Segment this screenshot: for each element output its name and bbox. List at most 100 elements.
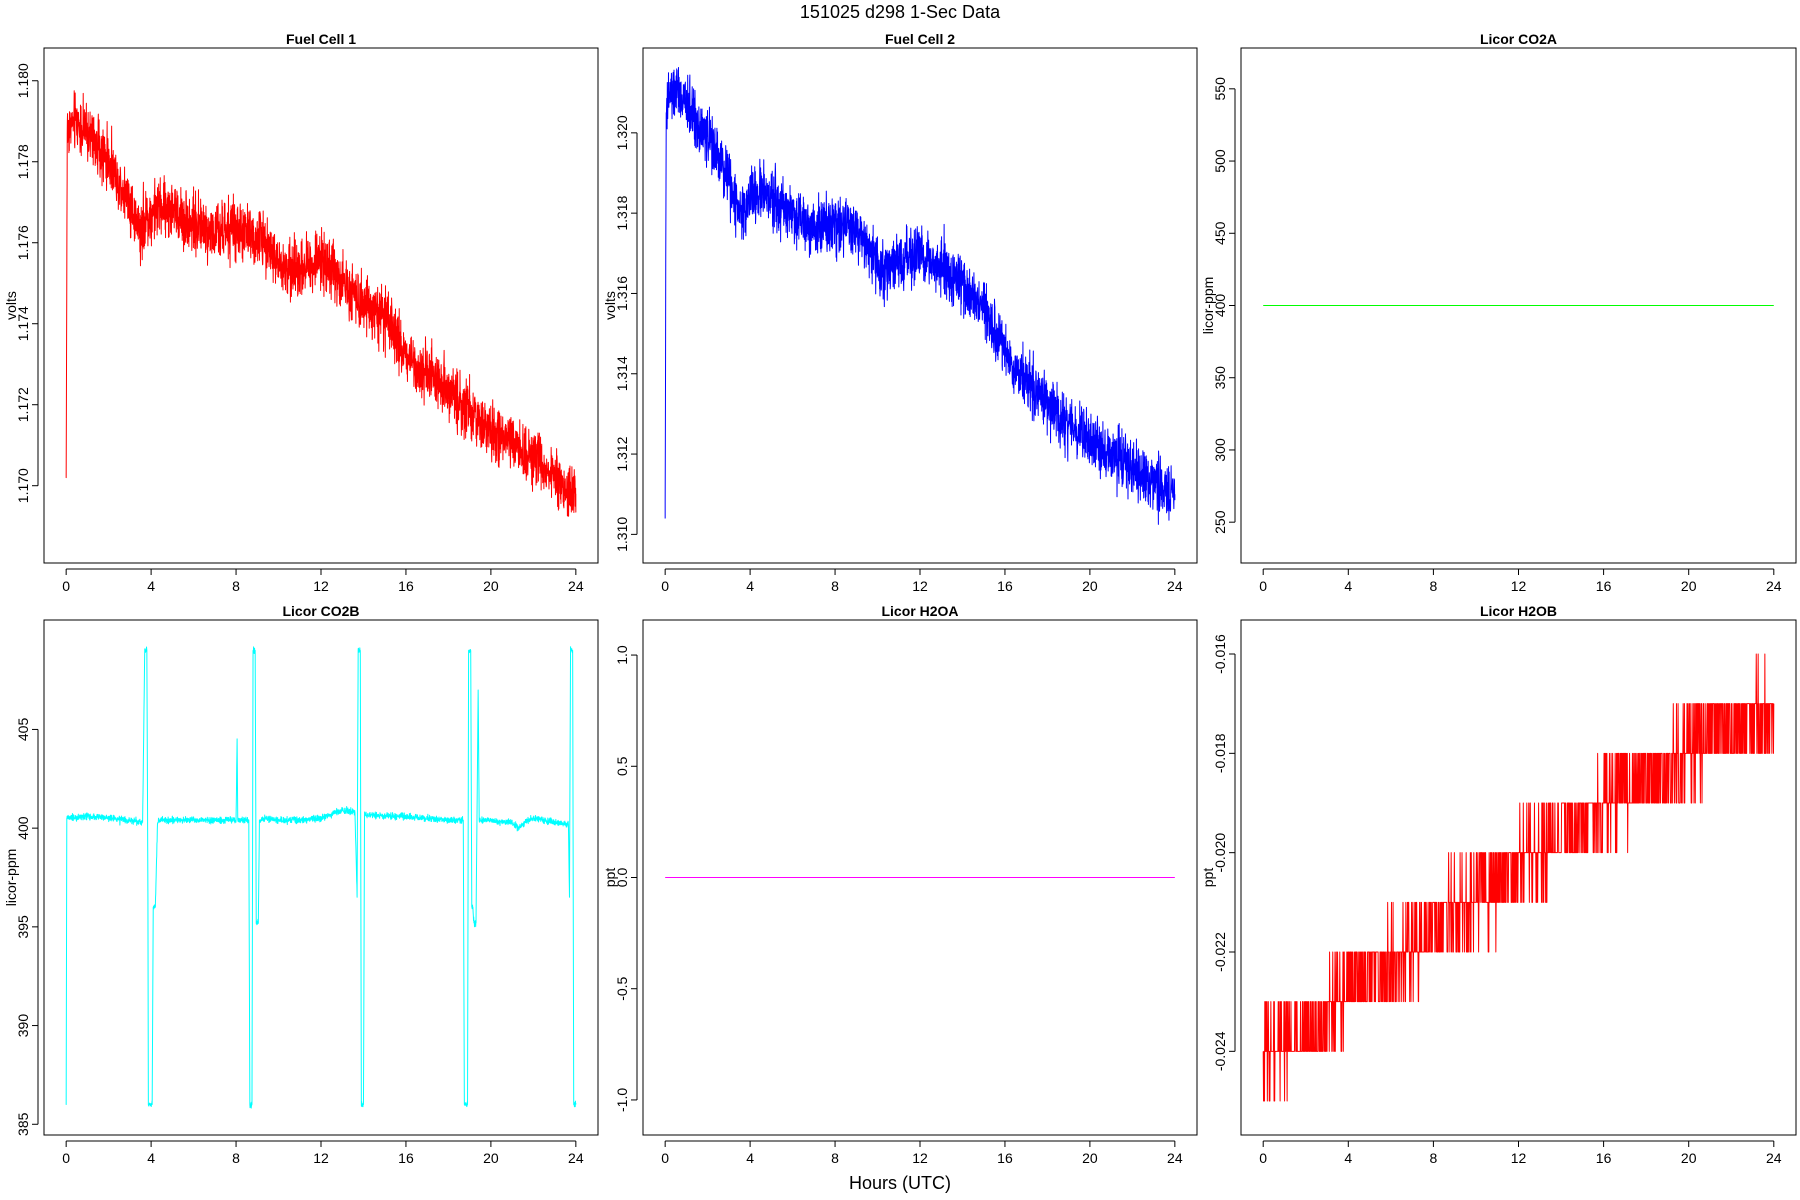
- y-tick-label: 1.318: [614, 195, 630, 230]
- y-tick-label: 1.180: [15, 63, 31, 98]
- y-tick-label: -1.0: [614, 1088, 630, 1112]
- data-series-line: [65, 646, 577, 1109]
- x-tick-label: 16: [997, 578, 1013, 594]
- x-tick-label: 12: [1511, 578, 1527, 594]
- panel-title: Licor H2OB: [1480, 603, 1557, 619]
- x-tick-label: 16: [1596, 578, 1612, 594]
- y-tick-label: 500: [1212, 149, 1228, 173]
- panel-title: Fuel Cell 2: [885, 31, 955, 47]
- y-tick-label: 550: [1212, 77, 1228, 101]
- x-tick-label: 20: [483, 578, 499, 594]
- x-tick-label: 8: [1430, 578, 1438, 594]
- y-tick-label: 400: [15, 816, 31, 840]
- data-series-line: [664, 67, 1176, 525]
- chart-panels: Fuel Cell 1 volts 0 4 8 12 16 20 24 1.170 1.172 1.1…: [3, 31, 1797, 1166]
- x-tick-label: 12: [1511, 1150, 1527, 1166]
- plot-frame: [642, 47, 1198, 564]
- data-series-line: [1262, 653, 1775, 1102]
- x-tick-label: 16: [398, 1150, 414, 1166]
- y-tick-label: -0.016: [1212, 634, 1228, 674]
- y-tick-label: 1.172: [15, 387, 31, 422]
- plot-frame: [43, 619, 599, 1136]
- y-axis-label: licor-ppm: [1200, 277, 1216, 335]
- x-tick-label: 4: [1344, 578, 1352, 594]
- x-tick-label: 8: [232, 1150, 240, 1166]
- x-tick-label: 20: [1082, 1150, 1098, 1166]
- plot-frame: [1240, 47, 1797, 564]
- plot-frame: [1240, 619, 1797, 1136]
- y-tick-label: 1.316: [614, 276, 630, 311]
- y-axis: 1.310 1.312 1.314 1.316 1.318 1.320: [614, 115, 638, 552]
- y-tick-label: 395: [15, 915, 31, 939]
- plot-frame: [642, 619, 1198, 1136]
- x-tick-label: 4: [147, 1150, 155, 1166]
- y-axis-label: volts: [602, 291, 618, 320]
- y-tick-label: 400: [1212, 294, 1228, 318]
- y-tick-label: -0.024: [1212, 1031, 1228, 1071]
- y-tick-label: 1.176: [15, 225, 31, 260]
- x-tick-label: 4: [147, 578, 155, 594]
- x-tick-label: 8: [831, 578, 839, 594]
- x-tick-label: 20: [483, 1150, 499, 1166]
- x-axis: 0 4 8 12 16 20 24: [62, 568, 584, 594]
- y-tick-label: 450: [1212, 221, 1228, 245]
- x-tick-label: 20: [1681, 578, 1697, 594]
- x-tick-label: 24: [1766, 578, 1782, 594]
- x-tick-label: 8: [232, 578, 240, 594]
- x-tick-label: 24: [568, 578, 584, 594]
- y-axis-label: ppt: [1200, 868, 1216, 888]
- x-tick-label: 4: [746, 1150, 754, 1166]
- y-tick-label: -0.5: [614, 976, 630, 1000]
- x-axis: 0 4 8 12 16 20 24: [1259, 568, 1782, 594]
- x-tick-label: 8: [1430, 1150, 1438, 1166]
- y-tick-label: 405: [15, 718, 31, 742]
- x-tick-label: 20: [1681, 1150, 1697, 1166]
- y-tick-label: -0.022: [1212, 932, 1228, 972]
- x-tick-label: 24: [1167, 578, 1183, 594]
- y-tick-label: 350: [1212, 366, 1228, 390]
- x-tick-label: 0: [661, 578, 669, 594]
- panel-title: Licor CO2B: [282, 603, 359, 619]
- y-tick-label: 0.5: [614, 756, 630, 776]
- x-tick-label: 12: [313, 1150, 329, 1166]
- y-tick-label: 0.0: [614, 868, 630, 888]
- x-tick-label: 12: [912, 578, 928, 594]
- y-axis-label: volts: [3, 291, 19, 320]
- y-axis: 1.170 1.172 1.174 1.176 1.178 1.180: [15, 63, 39, 503]
- x-tick-label: 12: [313, 578, 329, 594]
- y-tick-label: -0.020: [1212, 833, 1228, 873]
- y-tick-label: 1.314: [614, 356, 630, 391]
- y-tick-label: 1.312: [614, 436, 630, 471]
- y-tick-label: -0.018: [1212, 733, 1228, 773]
- x-tick-label: 0: [661, 1150, 669, 1166]
- panel-4: Licor CO2B licor-ppm 0 4 8 12 16 20 24 385 390 395 4…: [3, 603, 599, 1166]
- x-tick-label: 16: [997, 1150, 1013, 1166]
- x-tick-label: 0: [1259, 1150, 1267, 1166]
- x-tick-label: 24: [568, 1150, 584, 1166]
- x-axis: 0 4 8 12 16 20 24: [62, 1140, 584, 1166]
- panel-5: Licor H2OA ppt 0 4 8 12 16 20 24 -1.0 -0.5 0.0 0.5 1.…: [602, 603, 1198, 1166]
- y-tick-label: 1.178: [15, 144, 31, 179]
- y-axis: -0.024 -0.022 -0.020 -0.018 -0.016: [1212, 634, 1236, 1071]
- y-tick-label: 1.0: [614, 645, 630, 665]
- y-tick-label: 1.170: [15, 468, 31, 503]
- y-axis: 385 390 395 400 405: [15, 718, 39, 1136]
- x-tick-label: 4: [1344, 1150, 1352, 1166]
- x-tick-label: 0: [62, 1150, 70, 1166]
- x-axis: 0 4 8 12 16 20 24: [1259, 1140, 1782, 1166]
- panel-title: Licor H2OA: [881, 603, 958, 619]
- panel-title: Licor CO2A: [1480, 31, 1557, 47]
- x-axis: 0 4 8 12 16 20 24: [661, 568, 1183, 594]
- x-axis: 0 4 8 12 16 20 24: [661, 1140, 1183, 1166]
- panel-3: Licor CO2A licor-ppm 0 4 8 12 16 20 24 250 300 350 4…: [1200, 31, 1797, 594]
- y-axis-label: licor-ppm: [3, 849, 19, 907]
- panel-title: Fuel Cell 1: [286, 31, 356, 47]
- plot-frame: [43, 47, 599, 564]
- figure-title: 151025 d298 1-Sec Data: [800, 2, 1001, 22]
- y-axis: -1.0 -0.5 0.0 0.5 1.0: [614, 645, 638, 1112]
- x-tick-label: 0: [1259, 578, 1267, 594]
